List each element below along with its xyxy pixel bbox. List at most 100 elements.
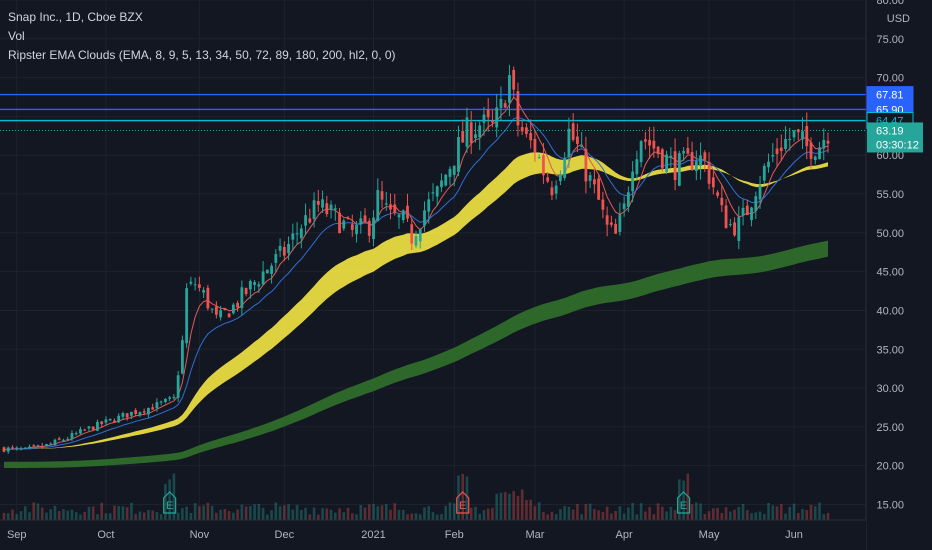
volume-bar: [156, 512, 159, 520]
time-tick-label: Sep: [7, 529, 27, 541]
candle-body: [652, 141, 655, 149]
candle-body: [202, 290, 205, 293]
candle-body: [41, 446, 44, 447]
candle-body: [618, 214, 621, 231]
candle-body: [24, 448, 27, 449]
candle-body: [215, 306, 218, 314]
candle-body: [15, 448, 18, 449]
legend-symbol[interactable]: Snap Inc., 1D, Cboe BZX: [8, 8, 396, 27]
candle-body: [368, 221, 371, 236]
candle-body: [113, 421, 116, 423]
volume-bar: [134, 514, 137, 520]
candle-body: [245, 288, 248, 294]
time-axis[interactable]: Sep Oct Nov Dec 2021 Feb Mar Apr May Jun: [0, 520, 866, 550]
candle-body: [147, 408, 150, 414]
candle-body: [28, 447, 31, 448]
volume-bar: [763, 514, 766, 520]
candle-body: [470, 122, 473, 143]
candle-body: [580, 146, 583, 147]
legend-volume[interactable]: Vol: [8, 27, 396, 46]
candle-body: [109, 419, 112, 420]
candle: [470, 111, 473, 154]
candle-body: [572, 123, 575, 140]
candle: [771, 143, 774, 162]
volume-bar: [3, 513, 6, 520]
volume-bar: [419, 514, 422, 520]
volume-bar: [610, 513, 613, 520]
candle-body: [627, 192, 630, 207]
volume-bar: [224, 509, 227, 520]
candle-body: [504, 103, 507, 107]
volume-bar: [721, 513, 724, 520]
volume-bar: [423, 507, 426, 520]
candle-body: [393, 204, 396, 213]
volume-bar: [619, 506, 622, 520]
volume-bar: [572, 509, 575, 520]
volume-bar: [432, 512, 435, 520]
volume-bar: [241, 505, 244, 520]
candle-body: [236, 303, 239, 307]
candle: [725, 199, 728, 228]
candle-body: [296, 233, 299, 234]
candle: [563, 152, 566, 180]
hline-tag-label-0: 67.81: [876, 90, 904, 102]
volume-bar: [359, 505, 362, 520]
volume-bar: [45, 513, 48, 520]
candle-body: [198, 284, 201, 288]
candle-body: [355, 225, 358, 234]
candle: [737, 206, 740, 249]
candle-body: [313, 200, 316, 219]
candle-body: [797, 129, 800, 132]
volume-bar: [207, 503, 210, 520]
candle: [372, 210, 375, 246]
volume-bar: [648, 507, 651, 520]
candle: [763, 163, 766, 184]
candle-body: [716, 192, 719, 195]
legend-indicator[interactable]: Ripster EMA Clouds (EMA, 8, 9, 5, 13, 34…: [8, 46, 396, 65]
candle: [32, 444, 35, 447]
candle-body: [750, 207, 753, 220]
volume-bar: [750, 513, 753, 520]
time-tick-label: Nov: [190, 529, 210, 541]
price-tick-label: 15.00: [876, 499, 904, 511]
candle: [172, 394, 175, 400]
candle: [614, 219, 617, 234]
candle: [215, 301, 218, 318]
volume-bar: [725, 507, 728, 520]
volume-bar: [440, 514, 443, 520]
candle-body: [640, 141, 643, 162]
volume-bar: [105, 514, 108, 520]
time-tick-label: Feb: [445, 529, 464, 541]
candle: [338, 208, 341, 234]
candle-body: [478, 125, 481, 137]
volume-bar: [580, 514, 583, 520]
candle-body: [674, 151, 677, 180]
candle-body: [189, 282, 192, 284]
candle: [402, 209, 405, 223]
candle: [733, 217, 736, 237]
candle-body: [623, 204, 626, 210]
candle: [525, 123, 528, 138]
candle-body: [172, 397, 175, 398]
candle-body: [122, 413, 125, 417]
volume-bar: [194, 503, 197, 520]
price-axis[interactable]: 15.00 20.00 25.00 30.00 35.00 40.00 45.00 50.00…: [866, 0, 932, 550]
candle: [432, 183, 435, 201]
candle-body: [181, 340, 184, 373]
volume-bar: [190, 513, 193, 520]
volume-bar: [364, 508, 367, 520]
candle-body: [364, 215, 367, 222]
horizontal-price-lines[interactable]: [0, 95, 866, 131]
candle-body: [440, 180, 443, 187]
volume-bar: [253, 504, 256, 520]
candle: [546, 172, 549, 183]
candle: [262, 261, 265, 285]
candle-body: [376, 190, 379, 221]
candle-body: [96, 422, 99, 431]
candle: [716, 190, 719, 198]
candle: [597, 174, 600, 200]
candle-body: [551, 187, 554, 195]
volume-bar: [559, 509, 562, 520]
